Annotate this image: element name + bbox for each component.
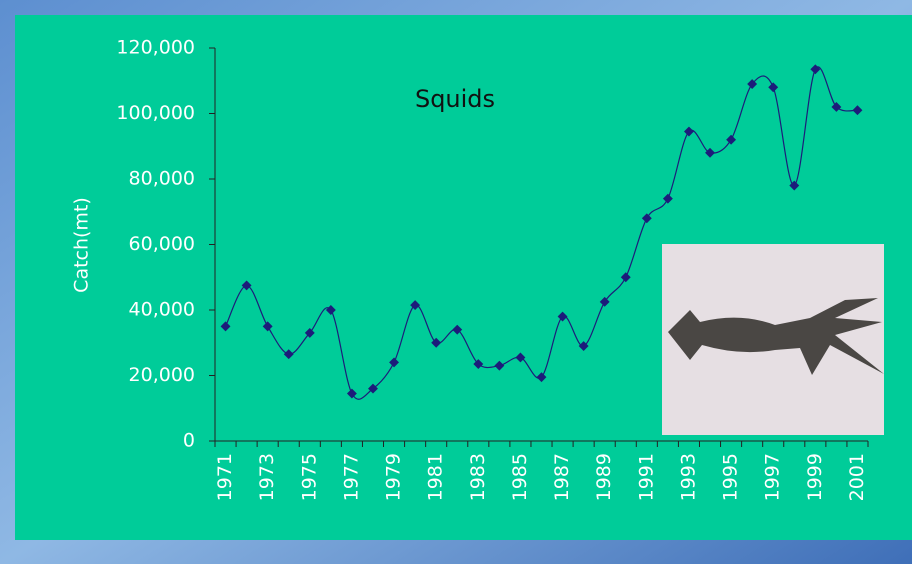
data-point xyxy=(494,360,505,371)
data-point xyxy=(662,193,673,204)
x-tick-label: 1981 xyxy=(425,453,447,501)
y-tick-label: 80,000 xyxy=(129,168,195,190)
data-point xyxy=(599,296,610,307)
data-point xyxy=(789,180,800,191)
y-tick-label: 20,000 xyxy=(129,364,195,386)
data-point xyxy=(431,337,442,348)
data-point xyxy=(557,311,568,322)
data-point xyxy=(241,280,252,291)
x-tick-label: 1975 xyxy=(298,453,320,501)
y-axis-label: Catch(mt) xyxy=(71,197,93,293)
x-tick-label: 1973 xyxy=(256,453,278,501)
x-tick-label: 1985 xyxy=(509,453,531,501)
data-point xyxy=(325,305,336,315)
data-point xyxy=(515,352,526,363)
data-point xyxy=(578,341,589,351)
y-tick-label: 100,000 xyxy=(116,102,195,124)
x-tick-label: 1989 xyxy=(593,453,615,501)
data-point xyxy=(262,321,273,332)
data-point xyxy=(473,359,484,369)
data-point xyxy=(852,105,863,116)
data-point xyxy=(726,134,737,145)
data-point xyxy=(389,357,399,368)
x-tick-label: 1991 xyxy=(635,453,657,501)
x-tick-label: 1995 xyxy=(720,453,742,501)
squid-photo xyxy=(662,244,884,435)
x-tick-label: 1987 xyxy=(551,453,573,501)
data-point xyxy=(283,349,294,360)
x-tick-label: 1971 xyxy=(214,453,236,501)
data-point xyxy=(768,82,779,93)
data-point xyxy=(368,383,378,394)
data-point xyxy=(641,213,652,224)
data-line xyxy=(224,66,858,400)
y-tick-label: 0 xyxy=(183,430,195,452)
y-tick-label: 40,000 xyxy=(129,299,195,321)
x-tick-label: 1983 xyxy=(467,453,489,501)
data-point xyxy=(220,321,231,332)
data-point xyxy=(831,102,842,112)
x-tick-label: 1997 xyxy=(762,453,784,501)
x-tick-label: 2001 xyxy=(846,453,868,501)
data-point xyxy=(452,324,463,335)
data-point xyxy=(747,79,758,89)
x-tick-label: 1993 xyxy=(677,453,699,501)
data-point xyxy=(410,300,421,311)
x-tick-label: 1979 xyxy=(383,453,405,501)
y-tick-label: 60,000 xyxy=(129,233,195,255)
data-point xyxy=(304,327,315,338)
data-point xyxy=(684,126,694,137)
data-point xyxy=(536,372,547,383)
y-tick-label: 120,000 xyxy=(116,37,195,59)
x-tick-label: 1977 xyxy=(340,453,362,501)
data-point xyxy=(810,64,821,75)
chart-title: Squids xyxy=(415,85,495,113)
data-point xyxy=(620,272,631,283)
x-tick-label: 1999 xyxy=(804,453,826,501)
data-point xyxy=(705,147,715,158)
data-point xyxy=(346,388,357,399)
